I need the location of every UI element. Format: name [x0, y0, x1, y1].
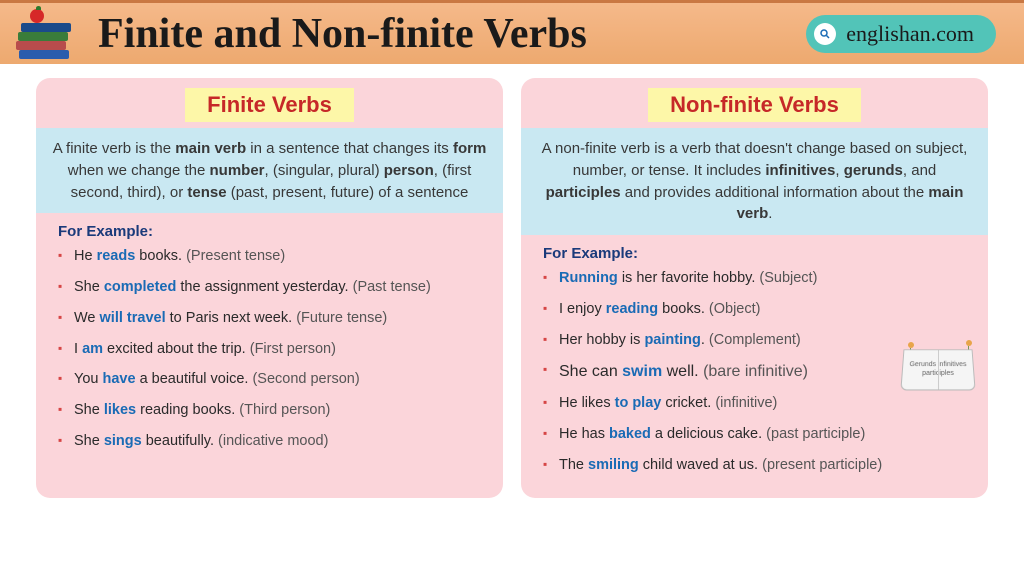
finite-definition: A finite verb is the main verb in a sent… — [36, 128, 503, 213]
nonfinite-examples-label: For Example: — [543, 245, 980, 262]
list-item: She likes reading books. (Third person) — [58, 400, 481, 422]
list-item: She completed the assignment yesterday. … — [58, 277, 481, 299]
finite-examples: He reads books. (Present tense) She compl… — [44, 246, 495, 452]
finite-examples-label: For Example: — [58, 223, 495, 240]
list-item: She sings beautifully. (indicative mood) — [58, 431, 481, 453]
list-item: He has baked a delicious cake. (past par… — [543, 424, 966, 446]
nonfinite-definition: A non-finite verb is a verb that doesn't… — [521, 128, 988, 235]
list-item: We will travel to Paris next week. (Futu… — [58, 308, 481, 330]
cards-row: Finite Verbs A finite verb is the main v… — [0, 64, 1024, 498]
page-header: Finite and Non-finite Verbs englishan.co… — [0, 0, 1024, 64]
nonfinite-card: Non-finite Verbs A non-finite verb is a … — [521, 78, 988, 498]
list-item: The smiling child waved at us. (present … — [543, 455, 966, 477]
book-badge-icon: Gerunds infinitives participles — [902, 348, 980, 406]
books-icon — [14, 9, 74, 59]
book-badge-text: Gerunds infinitives participles — [900, 349, 975, 390]
site-name: englishan.com — [846, 21, 974, 47]
nonfinite-title: Non-finite Verbs — [648, 88, 861, 122]
page-title: Finite and Non-finite Verbs — [98, 10, 806, 58]
finite-card: Finite Verbs A finite verb is the main v… — [36, 78, 503, 498]
finite-title: Finite Verbs — [185, 88, 354, 122]
search-icon[interactable] — [814, 23, 836, 45]
list-item: I enjoy reading books. (Object) — [543, 299, 966, 321]
site-pill[interactable]: englishan.com — [806, 15, 996, 53]
list-item: I am excited about the trip. (First pers… — [58, 339, 481, 361]
list-item: Running is her favorite hobby. (Subject) — [543, 268, 966, 290]
list-item: You have a beautiful voice. (Second pers… — [58, 369, 481, 391]
list-item: He reads books. (Present tense) — [58, 246, 481, 268]
